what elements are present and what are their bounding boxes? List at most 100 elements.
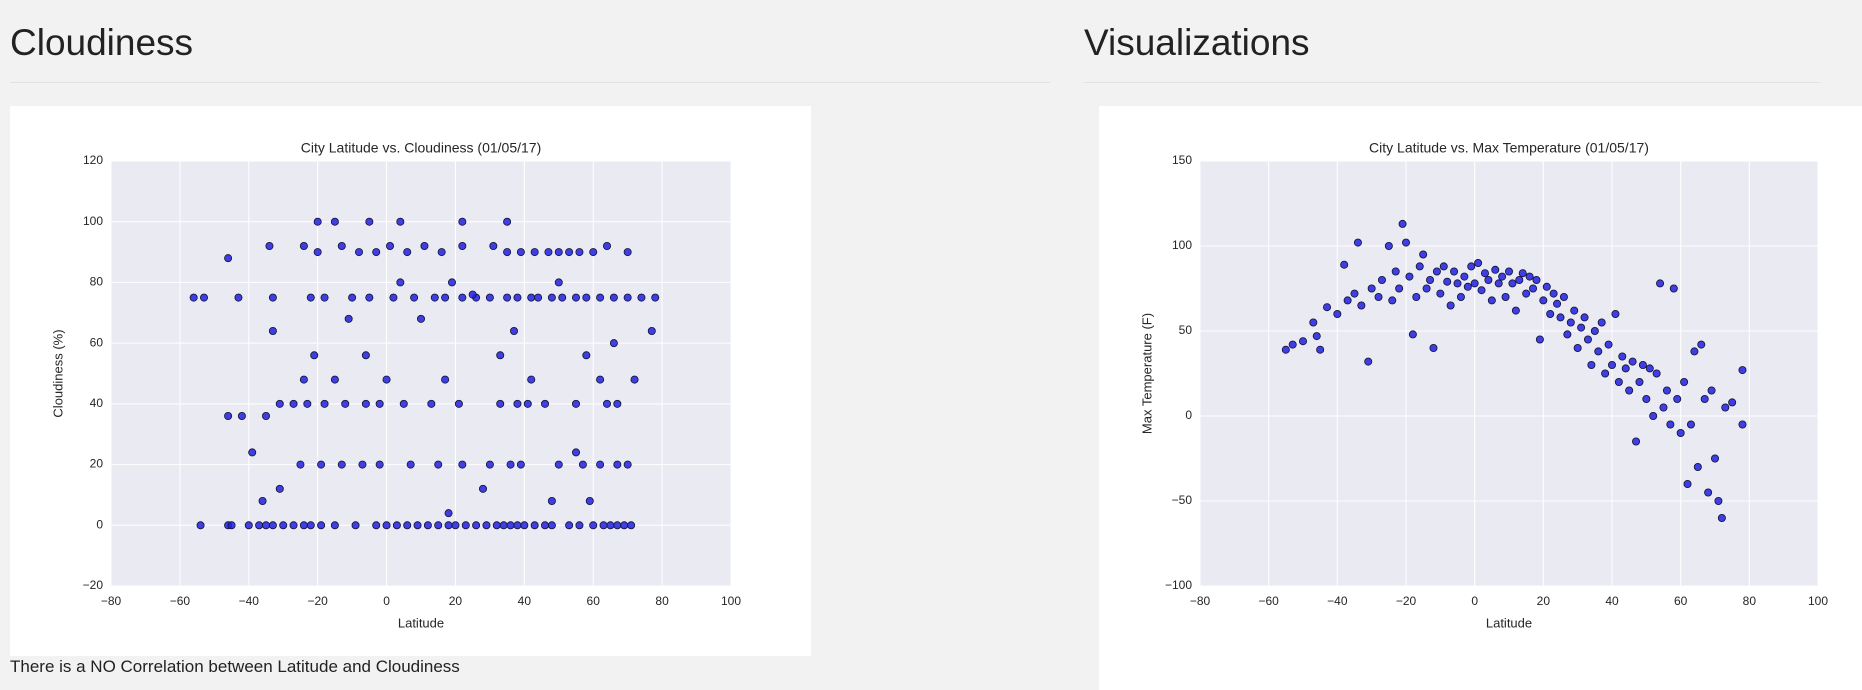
data-point <box>1666 420 1675 429</box>
data-point <box>572 399 581 408</box>
data-point <box>1429 343 1438 352</box>
data-point <box>451 521 460 530</box>
data-point <box>1460 272 1469 281</box>
y-tick-label: 120 <box>83 153 103 167</box>
divider <box>1084 82 1820 83</box>
y-tick-label: 100 <box>83 214 103 228</box>
data-point <box>541 399 550 408</box>
data-point <box>403 521 412 530</box>
data-point <box>406 460 415 469</box>
data-point <box>265 241 274 250</box>
data-point <box>1450 267 1459 276</box>
data-point <box>1388 296 1397 305</box>
data-point <box>516 248 525 257</box>
x-tick-label: 0 <box>383 594 390 608</box>
data-point <box>485 293 494 302</box>
data-point <box>1607 360 1616 369</box>
data-point <box>585 496 594 505</box>
data-point <box>1662 386 1671 395</box>
data-point <box>565 521 574 530</box>
data-point <box>503 248 512 257</box>
data-point <box>1470 279 1479 288</box>
data-point <box>1683 479 1692 488</box>
plot-area <box>111 161 731 586</box>
data-point <box>520 521 529 530</box>
data-point <box>275 399 284 408</box>
data-point <box>503 217 512 226</box>
y-tick-label: 40 <box>90 396 104 410</box>
data-point <box>382 375 391 384</box>
data-point <box>1614 377 1623 386</box>
data-point <box>627 521 636 530</box>
data-point <box>341 399 350 408</box>
data-point <box>1690 347 1699 356</box>
chart-title: City Latitude vs. Cloudiness (01/05/17) <box>301 140 541 156</box>
data-point <box>458 217 467 226</box>
data-point <box>299 375 308 384</box>
x-tick-label: −80 <box>101 594 122 608</box>
data-point <box>1422 284 1431 293</box>
data-point <box>458 241 467 250</box>
data-point <box>1632 437 1641 446</box>
data-point <box>1621 364 1630 373</box>
data-point <box>565 248 574 257</box>
y-tick-label: −50 <box>1172 493 1193 507</box>
data-point <box>1570 306 1579 315</box>
data-point <box>1419 250 1428 259</box>
data-point <box>224 411 233 420</box>
data-point <box>1298 337 1307 346</box>
data-point <box>575 521 584 530</box>
data-point <box>310 351 319 360</box>
data-point <box>1652 369 1661 378</box>
data-point <box>420 241 429 250</box>
data-point <box>320 293 329 302</box>
data-point <box>261 521 270 530</box>
data-point <box>499 521 508 530</box>
data-point <box>385 241 394 250</box>
data-point <box>392 521 401 530</box>
data-point <box>313 217 322 226</box>
caption: There is a NO Correlation between Latitu… <box>10 657 460 676</box>
data-point <box>534 293 543 302</box>
data-point <box>1432 267 1441 276</box>
data-point <box>1717 513 1726 522</box>
data-point <box>1343 296 1352 305</box>
x-tick-label: 80 <box>655 594 669 608</box>
data-point <box>547 496 556 505</box>
data-point <box>330 521 339 530</box>
data-point <box>1549 289 1558 298</box>
data-point <box>1714 496 1723 505</box>
x-tick-label: 60 <box>587 594 601 608</box>
data-point <box>478 484 487 493</box>
data-point <box>1443 277 1452 286</box>
data-point <box>330 217 339 226</box>
data-point <box>354 248 363 257</box>
data-point <box>1391 267 1400 276</box>
data-point <box>458 460 467 469</box>
data-point <box>1546 309 1555 318</box>
data-point <box>613 460 622 469</box>
data-point <box>351 521 360 530</box>
data-point <box>1539 296 1548 305</box>
x-axis-label: Latitude <box>1486 615 1532 630</box>
data-point <box>1676 428 1685 437</box>
data-point <box>1522 289 1531 298</box>
data-point <box>1474 258 1483 267</box>
data-point <box>1377 275 1386 284</box>
data-point <box>375 460 384 469</box>
data-point <box>1398 219 1407 228</box>
data-point <box>461 521 470 530</box>
data-point <box>279 521 288 530</box>
data-point <box>1463 282 1472 291</box>
data-point <box>1357 301 1366 310</box>
data-point <box>1498 272 1507 281</box>
data-point <box>1625 386 1634 395</box>
data-point <box>1456 292 1465 301</box>
x-tick-label: 40 <box>518 594 532 608</box>
data-point <box>603 399 612 408</box>
data-point <box>1436 289 1445 298</box>
data-point <box>651 293 660 302</box>
data-point <box>1467 262 1476 271</box>
data-point <box>527 293 536 302</box>
data-point <box>513 399 522 408</box>
